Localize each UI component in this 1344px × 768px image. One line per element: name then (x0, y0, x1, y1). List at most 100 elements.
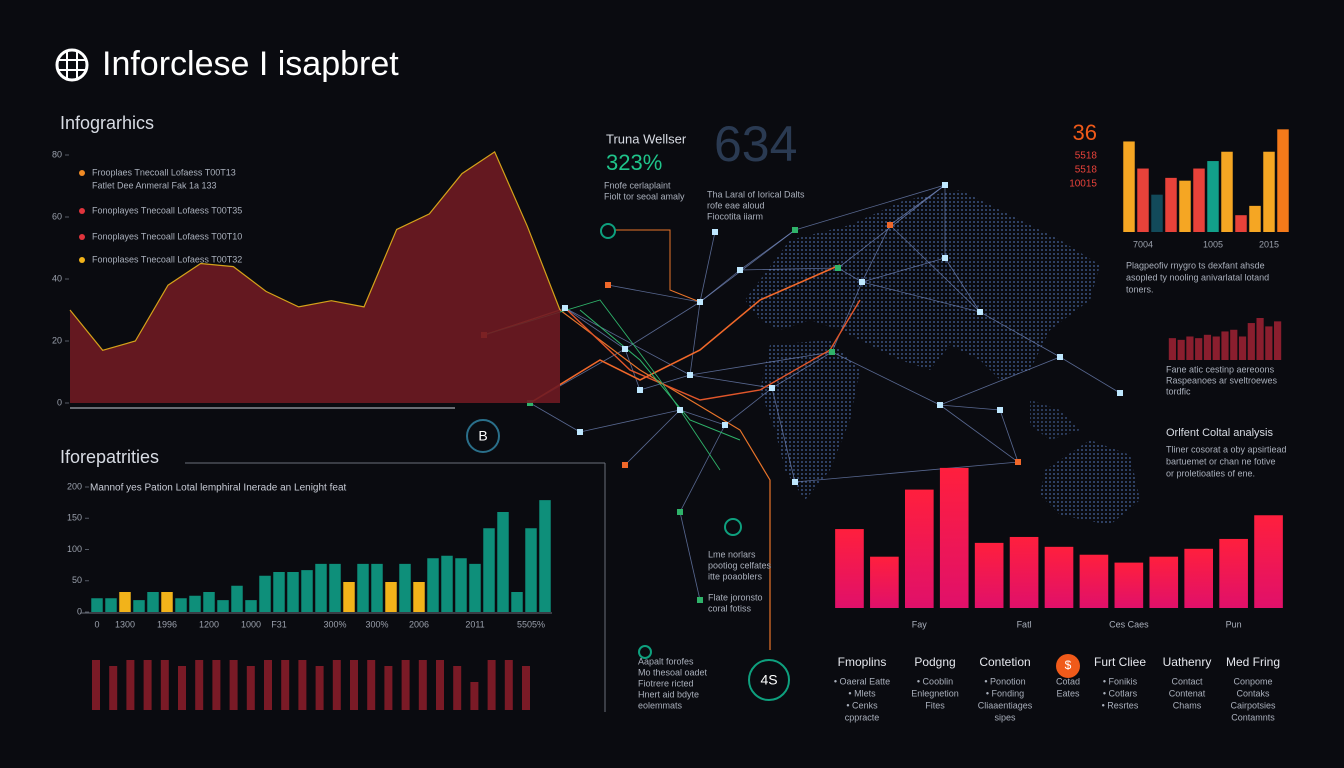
bar (1247, 323, 1255, 360)
network-edge (979, 311, 1061, 358)
x-tick-label: 2015 (1259, 239, 1279, 249)
bar (1212, 336, 1220, 360)
x-tick-label: 2006 (409, 619, 429, 629)
text-line: tordfic (1166, 386, 1191, 396)
bar (870, 556, 899, 608)
text-line: toners. (1126, 284, 1154, 294)
feature-title: Furt Cliee (1094, 655, 1146, 669)
network-edge (837, 267, 863, 283)
network-node (622, 346, 628, 352)
feature-title: Contetion (979, 655, 1030, 669)
bar (91, 598, 103, 612)
decor-bar (436, 660, 444, 710)
bar (1263, 151, 1275, 232)
bar (511, 592, 523, 612)
bar (1137, 168, 1149, 232)
bar (539, 500, 551, 612)
text-line: Tliner cosorat a oby apsirtiead (1166, 444, 1287, 454)
network-node (605, 282, 611, 288)
network-node (677, 407, 683, 413)
stat: 5518 (1075, 151, 1098, 162)
bar (1249, 205, 1261, 232)
text-line: • Resrtes (1102, 700, 1139, 710)
decor-bar (229, 660, 238, 710)
node-label: 4S (760, 672, 777, 688)
bar (175, 598, 187, 612)
decor-bar (178, 666, 186, 710)
bar (147, 592, 159, 612)
network-node (737, 267, 743, 273)
bar (259, 575, 271, 612)
network-node (697, 299, 703, 305)
text-line: Aapalt forofes (638, 656, 694, 666)
network-edge (939, 404, 1001, 411)
network-node (835, 265, 841, 271)
network-edge (564, 307, 691, 376)
network-node (942, 182, 948, 188)
network-edge (699, 231, 716, 303)
network-edge (831, 351, 941, 406)
text-line: Enlegnetion (911, 688, 959, 698)
network-edge (861, 224, 891, 283)
y-tick-label: 50 (72, 575, 82, 585)
feature-title: Uathenry (1163, 655, 1212, 669)
bar (1221, 151, 1233, 232)
network-edge (794, 461, 1019, 483)
network-node (859, 279, 865, 285)
x-tick-label: 300% (365, 619, 388, 629)
text-line: Lme norlars (708, 549, 756, 559)
legend-swatch (79, 257, 85, 263)
legend-label: Frooplaes Tnecoall Lofaess T00T13 (92, 167, 236, 177)
text-line: Contaks (1236, 688, 1270, 698)
network-edge (939, 356, 1061, 406)
network-edge (679, 511, 701, 601)
bar (1123, 141, 1135, 232)
x-tick-label: Fatl (1017, 619, 1032, 629)
network-path (529, 264, 841, 404)
network-edge (861, 257, 946, 283)
bar (119, 592, 131, 612)
bar (1256, 318, 1264, 360)
x-tick-label: 1000 (241, 619, 261, 629)
network-node (997, 407, 1003, 413)
x-tick-label: 2011 (465, 619, 484, 629)
section-title: Orlfent Coltal analysis (1166, 427, 1273, 439)
decor-bar (504, 660, 513, 710)
text-line: Mo thesoal oadet (638, 667, 708, 677)
area (70, 151, 560, 403)
bar (413, 582, 425, 612)
network-node (724, 518, 742, 536)
y-tick-label: 100 (67, 544, 82, 554)
text-line: Fiotrere ricted (638, 678, 694, 688)
network-edge (689, 351, 833, 376)
bar (371, 563, 383, 612)
x-tick-label: F31 (271, 619, 287, 629)
network-node (577, 429, 583, 435)
network-edge (624, 409, 681, 466)
y-tick-label: 0 (77, 606, 82, 616)
decor-bar (126, 660, 135, 710)
network-node (792, 479, 798, 485)
network-node (712, 229, 718, 235)
legend-swatch (79, 234, 85, 240)
x-tick-label: 1996 (157, 619, 177, 629)
network-edge (831, 281, 863, 353)
legend-label: Fonoplases Tnecoall Lofaess T00T32 (92, 254, 242, 264)
chart-subtitle: Mannof yes Pation Lotal lemphiral Inerad… (90, 483, 347, 494)
bar (1179, 180, 1191, 232)
text-line: Contenat (1169, 688, 1206, 698)
text-line: Flate joronsto (708, 592, 763, 602)
bar (1079, 554, 1109, 608)
text-line: Fane atic cestinp aereoons (1166, 364, 1275, 374)
bar (441, 555, 453, 612)
network (481, 182, 1123, 659)
text-line: • Oaeral Eatte (834, 676, 890, 686)
network-edge (679, 409, 726, 426)
bar (1203, 334, 1212, 360)
text-line: Hnert aid bdyte (638, 689, 699, 699)
bar (1254, 515, 1283, 608)
bar (1195, 338, 1203, 360)
bar (497, 512, 509, 612)
area-line (69, 151, 561, 351)
network-node (600, 223, 616, 239)
